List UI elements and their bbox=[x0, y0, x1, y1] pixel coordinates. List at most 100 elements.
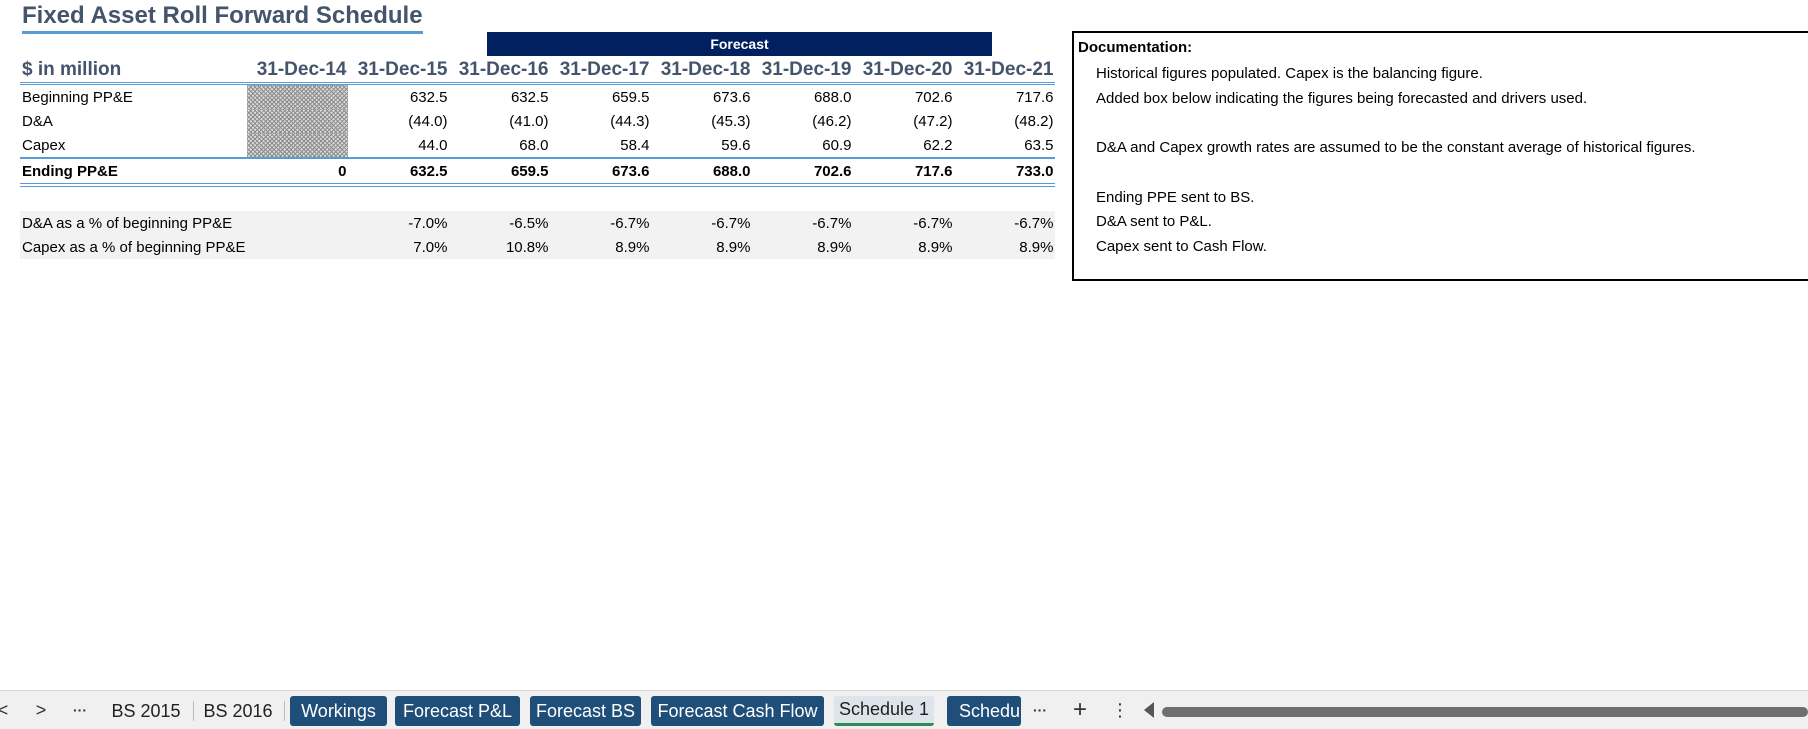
tab-forecast-cash-flow[interactable]: Forecast Cash Flow bbox=[651, 696, 824, 726]
table-cell[interactable]: 59.6 bbox=[721, 136, 751, 154]
year-header: 31-Dec-19 bbox=[752, 58, 854, 85]
table-cell[interactable]: 717.6 bbox=[853, 157, 955, 187]
table-cell[interactable] bbox=[247, 83, 348, 109]
documentation-line: Historical figures populated. Capex is t… bbox=[1096, 65, 1483, 82]
table-cell[interactable]: (45.3) bbox=[711, 112, 751, 130]
table-cell[interactable]: 62.2 bbox=[923, 136, 953, 154]
table-cell[interactable]: 63.5 bbox=[1024, 136, 1054, 154]
table-cell[interactable]: (46.2) bbox=[812, 112, 852, 130]
table-cell[interactable]: 68.0 bbox=[519, 136, 549, 154]
row-label[interactable]: D&A bbox=[22, 112, 53, 130]
tab-separator bbox=[193, 701, 194, 721]
table-cell[interactable]: 632.5 bbox=[348, 157, 450, 187]
forecast-header: Forecast bbox=[487, 32, 992, 56]
table-cell[interactable]: -6.7% bbox=[550, 211, 652, 235]
table-row-beginning-ppe: Beginning PP&E 632.5 632.5 659.5 673.6 6… bbox=[20, 83, 1055, 109]
tab-forecast-pl[interactable]: Forecast P&L bbox=[395, 696, 520, 726]
table-cell[interactable]: 8.9% bbox=[752, 235, 854, 259]
table-cell[interactable]: 702.6 bbox=[752, 157, 854, 187]
table-cell[interactable]: (48.2) bbox=[1014, 112, 1054, 130]
table-cell[interactable]: 58.4 bbox=[620, 136, 650, 154]
sheet-title: Fixed Asset Roll Forward Schedule bbox=[22, 2, 423, 34]
worksheet: Fixed Asset Roll Forward Schedule Foreca… bbox=[20, 2, 1808, 281]
table-cell[interactable]: -6.7% bbox=[651, 211, 753, 235]
documentation-line: Capex sent to Cash Flow. bbox=[1096, 238, 1267, 255]
table-cell[interactable]: 688.0 bbox=[651, 157, 753, 187]
header-row: $ in million 31-Dec-14 31-Dec-15 31-Dec-… bbox=[20, 58, 1056, 85]
table-cell[interactable] bbox=[247, 109, 348, 133]
table-cell[interactable]: 717.6 bbox=[1015, 88, 1054, 106]
table-cell[interactable]: 8.9% bbox=[954, 235, 1056, 259]
year-header: 31-Dec-21 bbox=[954, 58, 1056, 85]
tab-separator bbox=[284, 701, 285, 721]
table-cell[interactable] bbox=[247, 235, 349, 259]
table-cell[interactable]: -7.0% bbox=[348, 211, 450, 235]
more-tabs-icon[interactable]: ··· bbox=[73, 702, 87, 718]
row-label[interactable]: Capex as a % of beginning PP&E bbox=[20, 235, 248, 259]
overflow-tabs-icon[interactable]: ··· bbox=[1033, 702, 1047, 718]
table-cell[interactable]: 673.6 bbox=[712, 88, 751, 106]
table-cell[interactable]: 673.6 bbox=[550, 157, 652, 187]
table-cell[interactable]: 60.9 bbox=[822, 136, 852, 154]
documentation-title: Documentation: bbox=[1078, 39, 1193, 56]
table-cell[interactable]: -6.7% bbox=[752, 211, 854, 235]
tab-bs-2016[interactable]: BS 2016 bbox=[203, 700, 273, 721]
tab-bs-2015[interactable]: BS 2015 bbox=[111, 700, 181, 721]
horizontal-scrollbar[interactable] bbox=[1162, 707, 1808, 717]
tab-forecast-bs[interactable]: Forecast BS bbox=[530, 696, 641, 726]
table-cell[interactable]: 702.6 bbox=[914, 88, 953, 106]
unit-label: $ in million bbox=[20, 58, 248, 85]
tab-workings[interactable]: Workings bbox=[290, 696, 387, 726]
table-cell[interactable]: (44.3) bbox=[610, 112, 650, 130]
documentation-line: Added box below indicating the figures b… bbox=[1096, 90, 1588, 107]
spacer-row bbox=[20, 185, 1055, 211]
table-row-da-pct: D&A as a % of beginning PP&E -7.0% -6.5%… bbox=[20, 211, 1056, 235]
table-cell[interactable]: 659.5 bbox=[611, 88, 650, 106]
table-cell[interactable]: 7.0% bbox=[348, 235, 450, 259]
table-cell[interactable]: (47.2) bbox=[913, 112, 953, 130]
table-cell[interactable]: 688.0 bbox=[813, 88, 852, 106]
row-label[interactable]: Beginning PP&E bbox=[22, 88, 133, 106]
row-label[interactable]: Ending PP&E bbox=[20, 157, 248, 187]
table-cell[interactable]: (44.0) bbox=[408, 112, 448, 130]
tab-schedule-2[interactable]: Schedul bbox=[947, 696, 1021, 726]
documentation-box[interactable]: Documentation: Historical figures popula… bbox=[1072, 31, 1808, 281]
table-cell[interactable]: 632.5 bbox=[409, 88, 448, 106]
year-header: 31-Dec-18 bbox=[651, 58, 753, 85]
table-cell[interactable]: (41.0) bbox=[509, 112, 549, 130]
table-cell[interactable]: -6.7% bbox=[853, 211, 955, 235]
add-sheet-icon[interactable]: + bbox=[1072, 696, 1087, 723]
documentation-line: Ending PPE sent to BS. bbox=[1096, 189, 1255, 206]
year-header: 31-Dec-14 bbox=[247, 58, 349, 85]
year-header: 31-Dec-20 bbox=[853, 58, 955, 85]
documentation-line: D&A sent to P&L. bbox=[1096, 213, 1212, 230]
scroll-left-icon[interactable] bbox=[1144, 702, 1154, 718]
year-header: 31-Dec-15 bbox=[348, 58, 450, 85]
table-cell[interactable]: 733.0 bbox=[954, 157, 1056, 187]
row-label[interactable]: D&A as a % of beginning PP&E bbox=[20, 211, 248, 235]
table-cell[interactable]: 632.5 bbox=[510, 88, 549, 106]
table-cell[interactable]: 0 bbox=[247, 157, 349, 187]
chevron-left-icon[interactable]: < bbox=[0, 699, 9, 720]
table-cell[interactable]: 8.9% bbox=[853, 235, 955, 259]
table-cell[interactable]: 659.5 bbox=[449, 157, 551, 187]
table-row-ending-ppe: Ending PP&E 0 632.5 659.5 673.6 688.0 70… bbox=[20, 157, 1056, 187]
table-cell[interactable]: -6.5% bbox=[449, 211, 551, 235]
table-row-capex-pct: Capex as a % of beginning PP&E 7.0% 10.8… bbox=[20, 235, 1056, 259]
table-cell[interactable] bbox=[247, 211, 349, 235]
table-cell[interactable]: 10.8% bbox=[449, 235, 551, 259]
row-label[interactable]: Capex bbox=[22, 136, 66, 154]
chevron-right-icon[interactable]: > bbox=[35, 699, 47, 720]
year-header: 31-Dec-16 bbox=[449, 58, 551, 85]
table-cell[interactable]: 44.0 bbox=[418, 136, 448, 154]
sheet-options-icon[interactable]: ⋮ bbox=[1111, 699, 1129, 720]
table-cell[interactable]: -6.7% bbox=[954, 211, 1056, 235]
table-cell[interactable] bbox=[247, 133, 348, 158]
roll-forward-table: $ in million 31-Dec-14 31-Dec-15 31-Dec-… bbox=[20, 58, 1056, 259]
table-row-da: D&A (44.0) (41.0) (44.3) (45.3) (46.2) (… bbox=[20, 109, 1055, 133]
table-row-capex: Capex 44.0 68.0 58.4 59.6 60.9 62.2 63.5 bbox=[20, 133, 1055, 158]
table-cell[interactable]: 8.9% bbox=[550, 235, 652, 259]
year-header: 31-Dec-17 bbox=[550, 58, 652, 85]
tab-schedule-1[interactable]: Schedule 1 bbox=[834, 696, 934, 726]
table-cell[interactable]: 8.9% bbox=[651, 235, 753, 259]
